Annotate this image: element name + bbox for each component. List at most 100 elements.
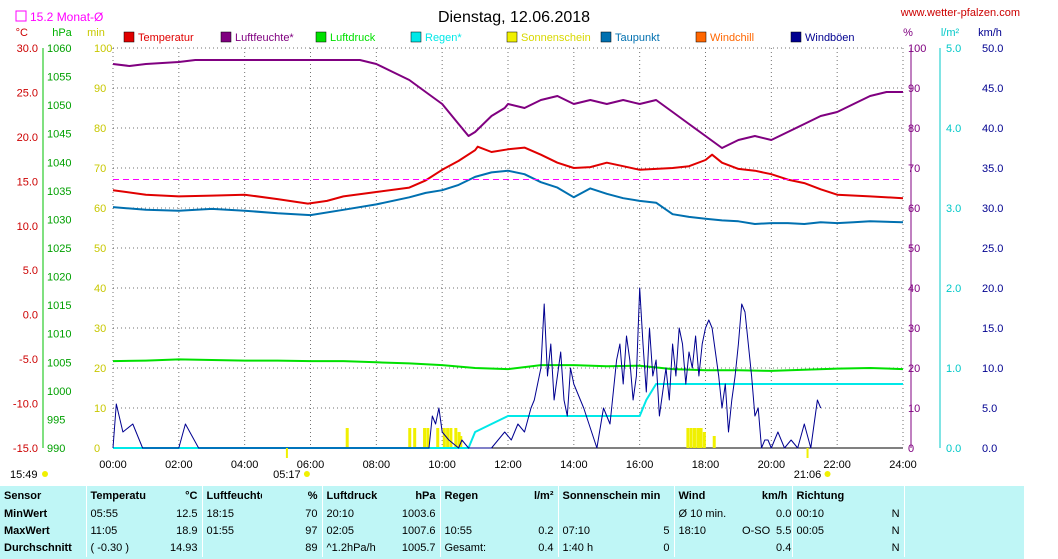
pressure-tick-label: 990 [47,443,65,455]
rain-time: Gesamt: [439,540,500,557]
time-tick-label: 14:00 [560,459,588,471]
sunshine-bar [697,428,701,448]
sunset-sun-icon [824,471,831,477]
time-tick-label: 22:00 [823,459,851,471]
sunshine-bar [436,428,440,448]
pressure-tick-label: 1035 [47,186,71,198]
humidity-tick-label: 90 [908,83,920,95]
sunshine-bar [457,432,461,448]
wind-tick-label: 35.0 [982,163,1003,175]
pressure-tick-label: 1050 [47,100,71,112]
sunshine-bar [345,428,349,448]
humidity-axis-unit: % [903,27,913,39]
sun-tick-label: 60 [94,203,106,215]
wind-value: 5.5 [776,525,792,537]
pressure-tick-label: 1005 [47,357,71,369]
chart-title: Dienstag, 12.06.2018 [438,9,590,26]
legend-label: Windchill [710,32,754,44]
header-sun: Sonnenschein min [557,486,675,506]
pressure-tick-label: 1030 [47,214,71,226]
table-row-min: MinWert 05:55 12.5 18:15 70 20:10 1003.6… [0,506,1024,523]
wind-time: 18:10 [673,523,739,540]
wind-value: 0.0 [776,508,792,520]
temp-value: 14.93 [169,542,198,554]
temp-tick-label: 30.0 [17,43,38,55]
wind-tick-label: 40.0 [982,123,1003,135]
wind-tick-label: 20.0 [982,283,1003,295]
rain-tick-label: 5.0 [946,43,961,55]
pressure-tick-label: 1060 [47,43,71,55]
hum-time: 18:15 [201,506,262,523]
sun-time: 07:10 [557,523,618,540]
sunshine-bar [689,428,693,448]
temp-tick-label: 5.0 [23,265,38,277]
legend-label: Temperatur [138,32,194,44]
time-tick-label: 00:00 [99,459,127,471]
chart-axes: 30.0 25.0 20.0 15.0 10.0 5.0 0.0 -5.0 -10.0 -15.0… [13,43,1004,471]
pressure-tick-label: 1045 [47,129,71,141]
dir-time [791,540,853,557]
pressure-tick-label: 995 [47,414,65,426]
sun-time [557,506,618,523]
time-tick-label: 08:00 [363,459,391,471]
sunset-label: 21:06 [794,469,822,481]
press-value: 1005.7 [401,542,436,554]
hum-value: 70 [305,508,318,520]
sun-value: 0 [663,542,670,554]
wind-time [673,540,739,557]
series-line-regen [113,383,903,449]
sun-tick-label: 50 [94,243,106,255]
table-row-max: MaxWert 11:05 18.9 01:55 97 02:05 1007.6… [0,523,1024,540]
header-wind-unit: km/h [761,490,788,502]
pressure-tick-label: 1025 [47,243,71,255]
day-start-label: 15:49 [10,469,38,481]
sun-value [618,506,674,523]
legend-label: Windböen [805,32,855,44]
legend-swatch [410,31,422,43]
sunshine-bar [712,436,716,448]
humidity-tick-label: 40 [908,283,920,295]
hum-value: 89 [305,542,318,554]
pressure-tick-label: 1015 [47,300,71,312]
time-tick-label: 18:00 [692,459,720,471]
pressure-tick-label: 1055 [47,72,71,84]
rain-tick-label: 3.0 [946,203,961,215]
time-tick-label: 24:00 [889,459,917,471]
legend-label: Luftfeuchte* [235,32,294,44]
press-time: 02:05 [321,523,380,540]
series-line-luftfeuchte [112,59,903,149]
table-row-avg: Durchschnitt ( -0.30 ) 14.93 89 ^1.2hPa/… [0,540,1024,557]
row-label: Durchschnitt [4,542,72,554]
wind-time: Ø 10 min. [673,506,739,523]
day-start-sun-icon [42,471,48,477]
pressure-tick-label: 1000 [47,386,71,398]
pressure-tick-label: 1040 [47,157,71,169]
header-rain-unit: l/m² [533,490,554,502]
dir-time: 00:10 [791,506,853,523]
rain-tick-label: 0.0 [946,443,961,455]
legend-swatch [123,31,135,43]
humidity-tick-label: 70 [908,163,920,175]
sun-tick-label: 100 [94,43,112,55]
header-press-unit: hPa [415,490,436,502]
chart-grid [112,47,904,449]
wind-tick-label: 0.0 [982,443,997,455]
time-tick-label: 06:00 [297,459,325,471]
rain-tick-label: 2.0 [946,283,961,295]
dir-value: N [891,542,900,554]
rain-value [500,506,558,523]
header-hum: Luftfeuchte [201,486,262,506]
temp-time: 05:55 [85,506,146,523]
temp-time: ( -0.30 ) [85,540,146,557]
sunrise-label: 05:17 [273,469,301,481]
press-time: ^1.2hPa/h [321,540,380,557]
legend-swatch [600,31,612,43]
legend-swatch [506,31,518,43]
sunshine-bar [696,428,700,448]
wind-tick-label: 50.0 [982,43,1003,55]
press-value: 1003.6 [401,508,436,520]
press-time: 20:10 [321,506,380,523]
sunshine-bar [454,428,458,448]
sunrise-sun-icon [303,471,310,477]
wind-tick-label: 30.0 [982,203,1003,215]
